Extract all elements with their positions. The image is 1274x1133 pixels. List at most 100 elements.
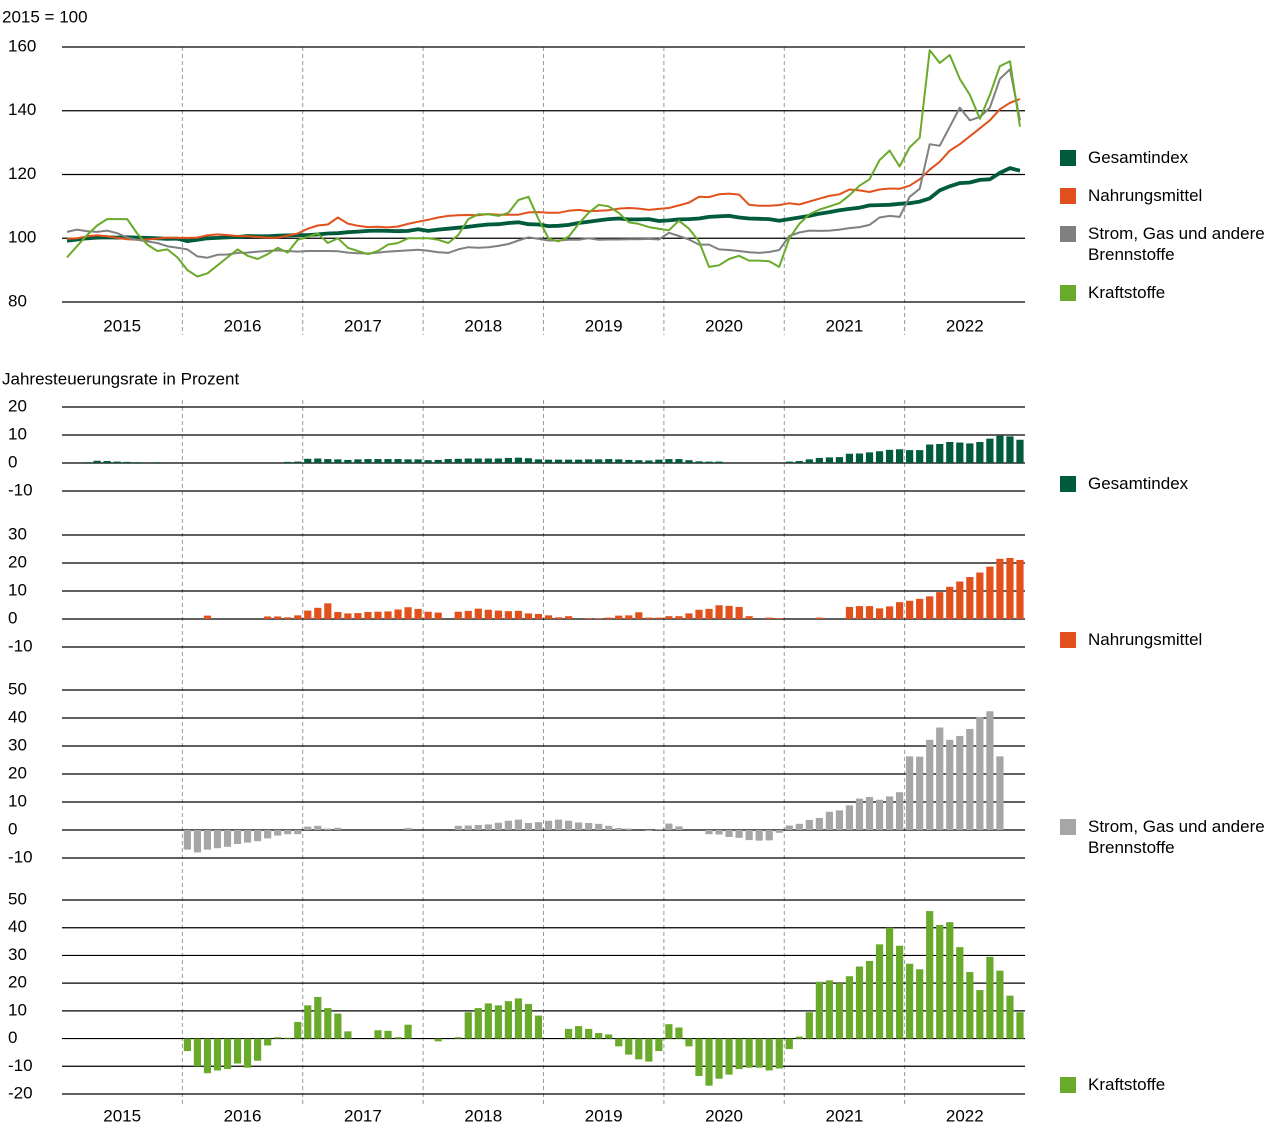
- bar: [294, 461, 302, 463]
- y-tick-label: 20: [8, 973, 27, 992]
- bar: [916, 450, 924, 463]
- bar: [243, 1038, 252, 1068]
- bar: [976, 990, 984, 1039]
- bar: [344, 1031, 352, 1039]
- bar: [203, 615, 212, 619]
- bar: [183, 830, 191, 850]
- bar: [1006, 995, 1014, 1039]
- bar: [775, 618, 783, 619]
- bar: [364, 612, 372, 619]
- bar: [735, 1038, 743, 1070]
- bar: [986, 956, 994, 1039]
- bar: [705, 608, 713, 619]
- x-tick-label: 2022: [946, 316, 984, 335]
- bar: [906, 963, 914, 1039]
- bar: [715, 830, 723, 835]
- bar: [484, 824, 492, 830]
- bar: [1016, 439, 1024, 463]
- bar: [484, 609, 492, 619]
- legend-swatch: [1060, 150, 1076, 166]
- bar: [324, 1008, 332, 1039]
- bar: [665, 1024, 673, 1039]
- bar: [695, 1038, 703, 1076]
- bar: [494, 822, 502, 830]
- bar: [615, 615, 623, 619]
- bar: [324, 828, 332, 830]
- bar: [324, 459, 332, 463]
- bar: [946, 586, 954, 619]
- bar: [986, 438, 994, 463]
- bar: [615, 828, 623, 830]
- bar: [845, 976, 854, 1039]
- bar: [855, 798, 864, 830]
- bar: [835, 983, 844, 1039]
- bar: [183, 1038, 191, 1052]
- bar: [936, 592, 944, 619]
- bar: [615, 459, 623, 463]
- bar: [926, 739, 934, 830]
- bar: [294, 1021, 302, 1039]
- bar: [815, 617, 823, 619]
- bar: [745, 1038, 753, 1068]
- bar: [193, 830, 202, 853]
- bar: [314, 458, 322, 463]
- bar: [865, 606, 874, 619]
- bar: [334, 459, 342, 463]
- bar: [384, 1030, 392, 1039]
- bar: [896, 449, 904, 463]
- y-tick-label: 50: [8, 889, 27, 908]
- bar: [966, 972, 974, 1039]
- bar: [885, 606, 894, 619]
- bar: [354, 613, 362, 619]
- bar: [926, 596, 934, 619]
- bar: [956, 581, 964, 619]
- bar: [444, 459, 452, 463]
- bar: [514, 610, 523, 619]
- bar: [434, 1038, 442, 1042]
- legend-label: Gesamtindex: [1088, 474, 1189, 493]
- bar: [233, 1038, 242, 1064]
- bar: [334, 1013, 342, 1039]
- bar: [243, 830, 252, 843]
- bar: [996, 756, 1004, 830]
- bar: [735, 606, 743, 619]
- bar: [193, 1038, 202, 1067]
- bar: [564, 616, 573, 619]
- y-tick-label: 0: [8, 608, 17, 627]
- bar: [855, 606, 864, 619]
- bar: [705, 461, 713, 463]
- bar: [865, 796, 874, 830]
- bar: [845, 805, 854, 830]
- bar: [815, 457, 823, 463]
- bar: [946, 739, 954, 830]
- bar: [304, 610, 312, 619]
- bar: [514, 998, 523, 1039]
- y-tick-label: 10: [8, 791, 27, 810]
- bar: [504, 1001, 512, 1039]
- bar: [474, 824, 482, 830]
- y-tick-label: 10: [8, 580, 27, 599]
- bar: [875, 799, 884, 830]
- bar: [855, 966, 864, 1039]
- y-tick-label: 40: [8, 917, 27, 936]
- bar: [404, 607, 412, 619]
- bar: [504, 820, 512, 830]
- y-tick-label: -10: [8, 847, 33, 866]
- bar: [956, 442, 964, 463]
- bar: [534, 822, 543, 830]
- bar: [284, 830, 292, 835]
- bar: [1006, 436, 1014, 463]
- legend-label: Strom, Gas und andere Brennstoffe: [1088, 817, 1265, 857]
- bar: [645, 617, 653, 619]
- bar: [294, 830, 302, 835]
- bar: [454, 458, 462, 463]
- bar: [625, 1038, 633, 1055]
- bar: [233, 830, 242, 844]
- x-tick-label: 2018: [464, 316, 502, 335]
- bar: [334, 827, 342, 830]
- bar: [454, 611, 462, 619]
- bar: [484, 458, 492, 463]
- bar: [845, 453, 854, 463]
- bar: [685, 460, 693, 463]
